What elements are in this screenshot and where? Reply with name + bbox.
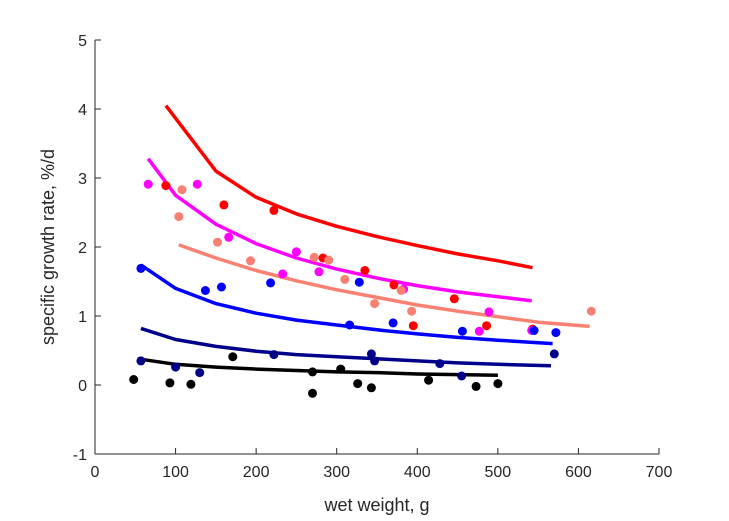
- series-1-point: [224, 232, 234, 242]
- series-4-point: [435, 359, 445, 369]
- series-4-point: [136, 356, 146, 366]
- series-4-point: [370, 356, 380, 366]
- x-tick-label: 600: [565, 464, 592, 481]
- series-3-point: [136, 263, 146, 273]
- series-2-point: [174, 212, 184, 222]
- series-4-point: [366, 349, 376, 359]
- series-3-point: [200, 286, 210, 295]
- series-4-point: [457, 371, 467, 381]
- y-tick-label: 3: [78, 171, 87, 188]
- series-0-point: [360, 266, 370, 275]
- series-5-point: [366, 383, 376, 393]
- series-5-point: [308, 367, 317, 377]
- x-axis-title: wet weight, g: [323, 495, 429, 515]
- series-0-point: [389, 280, 399, 290]
- series-0-point: [161, 181, 171, 191]
- series-1-point: [278, 269, 288, 279]
- series-3-point: [457, 326, 467, 336]
- series-5-point: [493, 379, 503, 389]
- series-1-point: [291, 247, 301, 257]
- series-0-fit-line: [164, 104, 533, 270]
- series-3-point: [266, 278, 276, 288]
- series-2-point: [324, 255, 334, 265]
- series-0-point: [449, 294, 459, 304]
- series-5-point: [186, 379, 196, 389]
- series-1-point: [192, 179, 202, 189]
- series-2-point: [396, 286, 406, 295]
- series-1-point: [474, 326, 484, 336]
- y-tick-label: 4: [78, 102, 87, 119]
- series-5-point: [129, 375, 139, 384]
- x-tick-label: 700: [646, 464, 673, 481]
- x-tick-label: 300: [323, 464, 350, 481]
- y-axis-title: specific growth rate, %/d: [38, 149, 58, 345]
- x-tick-label: 0: [91, 464, 100, 481]
- x-tick-label: 100: [162, 464, 189, 481]
- series-3-point: [217, 282, 226, 292]
- series-2-point: [370, 299, 380, 309]
- y-tick-label: 0: [78, 378, 87, 395]
- y-tick-label: -1: [73, 447, 87, 464]
- series-4-point: [269, 350, 279, 360]
- series-3-point: [388, 318, 398, 328]
- y-tick-label: 5: [78, 33, 87, 50]
- series-2-fit-line: [178, 243, 590, 329]
- series-0-point: [482, 321, 492, 331]
- series-3-fit-line: [139, 263, 553, 346]
- series-2-point: [213, 237, 222, 247]
- series-5-point: [165, 378, 175, 388]
- series-3-point: [551, 328, 561, 338]
- series-2-point: [407, 306, 417, 316]
- series-0-point: [219, 200, 229, 210]
- series-5-point: [353, 379, 363, 389]
- series-4-point: [195, 368, 205, 378]
- y-tick-label: 2: [78, 240, 87, 257]
- series-4-point: [171, 362, 181, 372]
- series-4-fit-line: [140, 326, 552, 368]
- y-tick-label: 1: [78, 309, 87, 326]
- series-0-point: [269, 205, 279, 215]
- plot-area: [129, 104, 596, 398]
- series-2-point: [309, 252, 319, 262]
- series-5-point: [336, 364, 346, 374]
- series-2-point: [586, 306, 596, 316]
- series-0-point: [408, 321, 418, 331]
- series-5-point: [471, 381, 481, 391]
- x-tick-label: 500: [485, 464, 512, 481]
- series-2-point: [177, 185, 187, 195]
- series-1-point: [314, 267, 324, 277]
- series-1-point: [484, 307, 494, 317]
- series-2-point: [246, 256, 255, 266]
- x-tick-label: 400: [404, 464, 431, 481]
- series-5-point: [424, 375, 434, 385]
- series-3-point: [354, 277, 364, 287]
- series-5-point: [228, 352, 238, 362]
- series-1-point: [143, 179, 153, 189]
- series-3-point: [345, 320, 355, 330]
- x-tick-label: 200: [243, 464, 270, 481]
- series-4-point: [549, 349, 559, 359]
- series-3-point: [529, 326, 539, 335]
- series-2-point: [340, 274, 350, 284]
- series-1-fit-line: [146, 157, 532, 303]
- series-5-point: [308, 388, 317, 398]
